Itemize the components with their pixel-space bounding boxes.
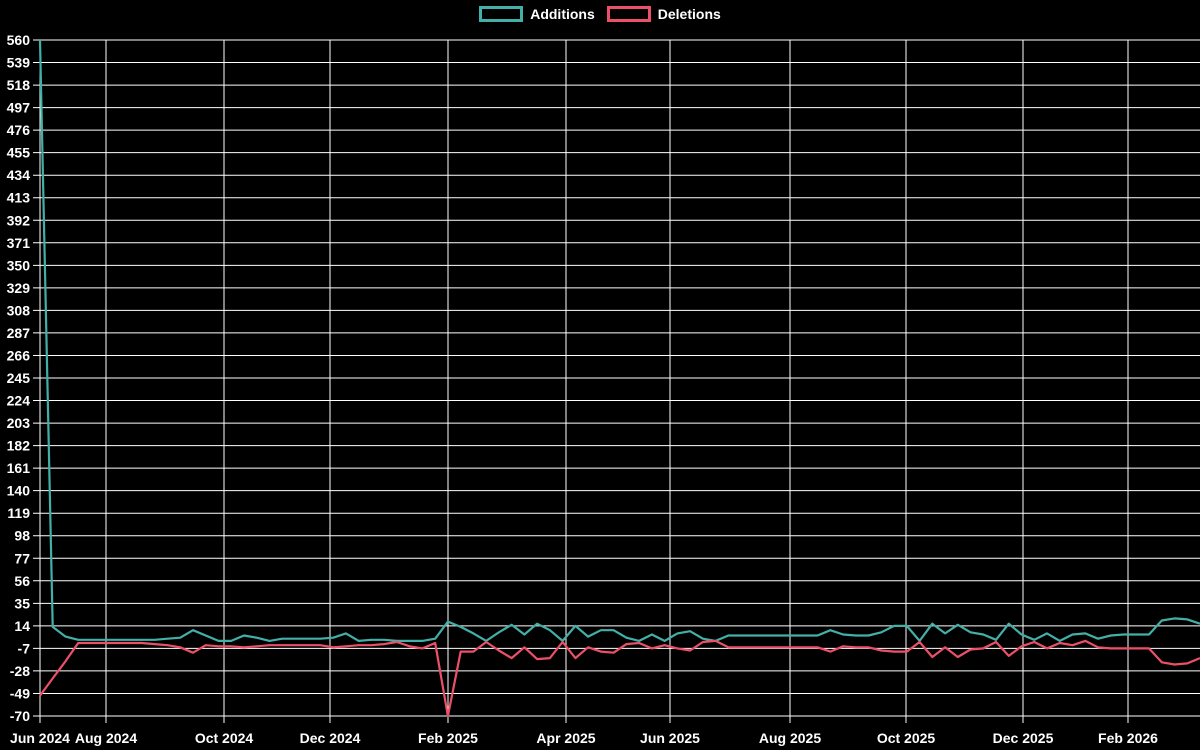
legend-label-deletions: Deletions xyxy=(657,6,721,22)
deletions-line xyxy=(39,639,1200,718)
y-tick-label: -7 xyxy=(18,640,31,656)
y-tick-label: 560 xyxy=(7,32,31,48)
y-tick-label: 413 xyxy=(7,190,31,206)
deletions-swatch-icon xyxy=(606,6,651,22)
x-tick-label: Dec 2025 xyxy=(993,730,1054,746)
y-tick-label: 98 xyxy=(14,528,30,544)
legend-item-deletions[interactable]: Deletions xyxy=(606,6,721,22)
y-tick-label: 350 xyxy=(7,257,31,273)
x-tick-label: Oct 2024 xyxy=(195,730,254,746)
x-tick-label: Feb 2025 xyxy=(418,730,478,746)
y-tick-label: 539 xyxy=(7,55,31,71)
y-tick-label: 161 xyxy=(7,460,31,476)
legend-label-additions: Additions xyxy=(530,6,595,22)
y-tick-label: 77 xyxy=(14,550,30,566)
axis-labels: 560 539 518 497 476 455 434 413 392 371 350 329 308 2… xyxy=(7,32,1159,746)
y-tick-label: -70 xyxy=(10,708,30,724)
gridlines xyxy=(33,39,1200,723)
y-tick-label: 35 xyxy=(14,595,30,611)
y-tick-label: -28 xyxy=(10,663,30,679)
y-tick-label: 329 xyxy=(7,280,31,296)
y-tick-label: -49 xyxy=(10,685,30,701)
x-tick-label: Dec 2024 xyxy=(300,730,361,746)
x-tick-label: Jun 2024 xyxy=(10,730,70,746)
x-tick-label: Aug 2024 xyxy=(75,730,137,746)
y-tick-label: 497 xyxy=(7,100,31,116)
x-tick-label: Feb 2026 xyxy=(1098,730,1158,746)
x-tick-label: Aug 2025 xyxy=(759,730,821,746)
y-tick-label: 392 xyxy=(7,212,31,228)
x-tick-label: Jun 2025 xyxy=(640,730,700,746)
y-tick-label: 245 xyxy=(7,370,31,386)
y-tick-label: 203 xyxy=(7,415,31,431)
y-tick-label: 287 xyxy=(7,325,31,341)
chart-legend: Additions Deletions xyxy=(0,6,1200,22)
x-tick-label: Apr 2025 xyxy=(536,730,595,746)
y-tick-label: 119 xyxy=(7,505,30,521)
y-tick-label: 455 xyxy=(7,145,31,161)
y-tick-label: 371 xyxy=(7,235,31,251)
y-tick-label: 14 xyxy=(14,618,30,634)
series-lines xyxy=(38,39,1200,718)
y-tick-label: 56 xyxy=(14,573,30,589)
y-tick-label: 518 xyxy=(7,77,31,93)
y-tick-label: 476 xyxy=(7,122,31,138)
y-tick-label: 308 xyxy=(7,302,31,318)
y-tick-label: 224 xyxy=(7,393,31,409)
y-tick-label: 434 xyxy=(7,167,31,183)
y-tick-label: 140 xyxy=(7,483,31,499)
legend-item-additions[interactable]: Additions xyxy=(479,6,595,22)
additions-swatch-icon xyxy=(479,6,524,22)
additions-line xyxy=(38,39,1200,643)
y-tick-label: 182 xyxy=(7,438,31,454)
x-tick-label: Oct 2025 xyxy=(877,730,936,746)
y-tick-label: 266 xyxy=(7,347,31,363)
